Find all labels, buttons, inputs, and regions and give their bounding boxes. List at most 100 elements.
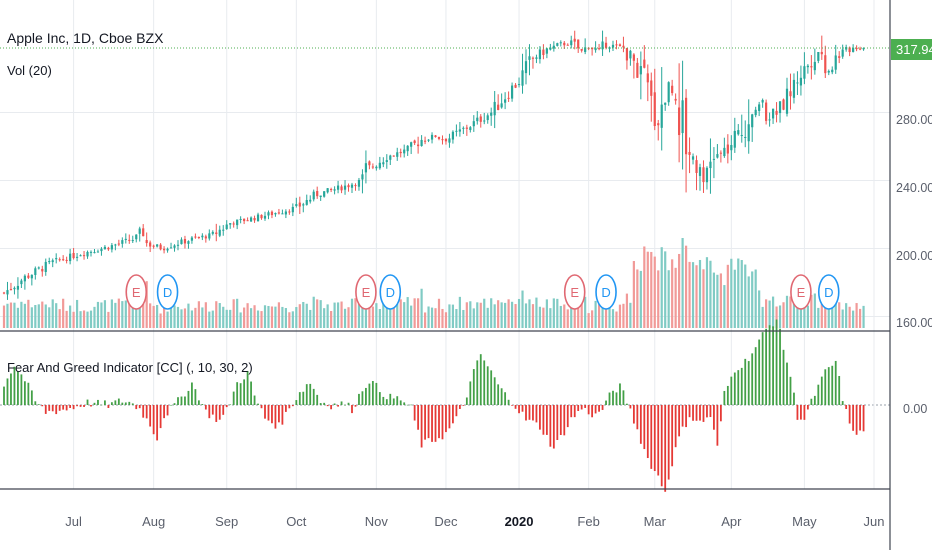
candle-body bbox=[778, 101, 782, 114]
volume-bar bbox=[427, 306, 430, 328]
volume-bar bbox=[538, 306, 542, 328]
indicator-bar bbox=[601, 405, 604, 410]
volume-bar bbox=[218, 303, 221, 328]
volume-bar bbox=[535, 297, 538, 328]
candle-body bbox=[89, 251, 93, 253]
x-tick-label: Jun bbox=[864, 514, 885, 529]
indicator-bar bbox=[591, 405, 594, 418]
indicator-bar bbox=[104, 400, 106, 405]
candle-body bbox=[535, 57, 538, 59]
volume-bar bbox=[236, 298, 239, 328]
volume-bar bbox=[295, 307, 298, 328]
candle-body bbox=[323, 191, 326, 197]
volume-bar bbox=[587, 313, 590, 328]
x-tick-label: Sep bbox=[215, 514, 238, 529]
volume-bar bbox=[573, 293, 576, 328]
volume-bar bbox=[270, 306, 274, 328]
candle-body bbox=[291, 206, 294, 213]
volume-bar bbox=[563, 304, 566, 328]
indicator-bar bbox=[507, 399, 510, 405]
volume-bar bbox=[117, 298, 120, 328]
candle-body bbox=[281, 213, 284, 215]
volume-bar bbox=[618, 304, 622, 328]
volume-bar bbox=[775, 306, 778, 328]
candle-body bbox=[62, 259, 65, 261]
candle-body bbox=[486, 115, 489, 121]
indicator-zero-label: 0.00 bbox=[903, 402, 927, 416]
indicator-bar bbox=[438, 405, 440, 439]
volume-bar bbox=[528, 299, 531, 328]
indicator-bar bbox=[156, 405, 159, 441]
indicator-bar bbox=[264, 405, 266, 419]
volume-bar bbox=[180, 309, 183, 328]
candle-body bbox=[423, 140, 427, 142]
indicator-bar bbox=[131, 403, 134, 405]
candle-body bbox=[483, 120, 486, 122]
candle-body bbox=[159, 244, 162, 250]
indicator-bar bbox=[657, 405, 660, 476]
candle-body bbox=[6, 290, 9, 295]
volume-bar bbox=[100, 302, 103, 328]
volume-bar bbox=[723, 285, 726, 328]
candle-body bbox=[563, 42, 566, 46]
grid bbox=[0, 0, 890, 489]
indicator-bar bbox=[462, 405, 465, 406]
candle-body bbox=[653, 92, 656, 127]
candle-body bbox=[145, 240, 148, 244]
candle-body bbox=[253, 218, 256, 221]
candle-body bbox=[110, 245, 113, 250]
candle-body bbox=[719, 152, 722, 154]
volume-bar bbox=[187, 303, 190, 328]
indicator-bar bbox=[246, 370, 249, 405]
volume-bar bbox=[65, 310, 68, 328]
indicator-bar bbox=[702, 405, 705, 422]
candle-body bbox=[688, 151, 691, 155]
indicator-bar bbox=[382, 396, 385, 405]
indicator-bar bbox=[30, 390, 33, 405]
volume-bar bbox=[622, 303, 625, 328]
volume-bar bbox=[497, 300, 500, 328]
indicator-bar bbox=[250, 381, 252, 405]
candle-body bbox=[591, 47, 594, 50]
candle-body bbox=[2, 292, 6, 294]
indicator-bar bbox=[371, 381, 374, 405]
indicator-bar bbox=[121, 402, 124, 405]
candle-body bbox=[51, 260, 54, 263]
indicator-bar bbox=[678, 405, 681, 437]
candle-body bbox=[20, 280, 23, 285]
volume-bar bbox=[169, 304, 173, 328]
indicator-bar bbox=[800, 405, 802, 420]
indicator-title: Fear And Greed Indicator [CC] (, 10, 30,… bbox=[7, 360, 253, 375]
candle-body bbox=[824, 55, 827, 74]
x-tick-label: 2020 bbox=[505, 514, 534, 529]
indicator-bar bbox=[782, 349, 785, 405]
volume-bar bbox=[629, 302, 632, 328]
indicator-bar bbox=[191, 382, 193, 405]
volume-bar bbox=[765, 299, 768, 328]
volume-bar bbox=[604, 301, 608, 328]
candle-body bbox=[354, 185, 357, 187]
volume-bar bbox=[542, 307, 545, 328]
volume-bar bbox=[430, 307, 434, 328]
candle-body bbox=[497, 104, 500, 110]
indicator-bar bbox=[274, 405, 277, 429]
volume-bar bbox=[521, 290, 524, 328]
candle-body bbox=[225, 224, 228, 230]
indicator-bar bbox=[441, 405, 444, 440]
volume-bar bbox=[444, 312, 448, 328]
candle-body bbox=[636, 62, 639, 78]
candle-body bbox=[333, 189, 336, 191]
volume-bar bbox=[323, 308, 326, 328]
candle-body bbox=[385, 160, 388, 162]
indicator-bar bbox=[284, 405, 287, 412]
volume-bar bbox=[361, 293, 364, 328]
volume-bar bbox=[173, 305, 176, 328]
indicator-bar bbox=[831, 365, 834, 405]
indicator-bar bbox=[239, 383, 242, 405]
indicator-bar bbox=[93, 402, 96, 405]
volume-bar bbox=[684, 245, 688, 328]
candle-body bbox=[458, 129, 461, 132]
candle-body bbox=[441, 139, 444, 141]
indicator-bar bbox=[563, 405, 566, 436]
